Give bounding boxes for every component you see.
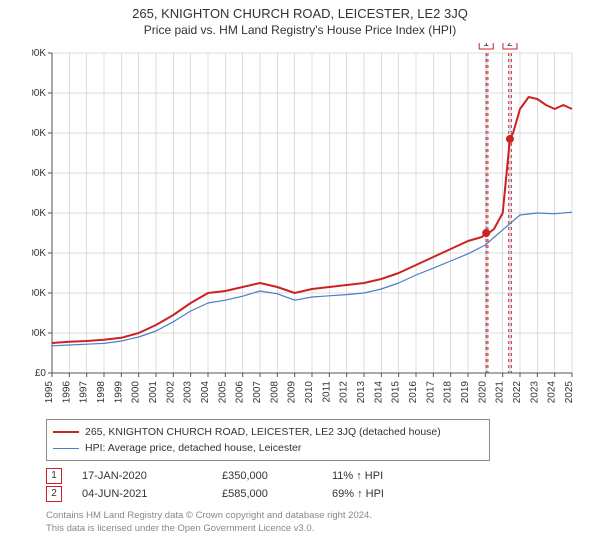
svg-text:2025: 2025: [564, 381, 575, 404]
svg-text:2003: 2003: [183, 381, 194, 404]
transaction-price: £350,000: [222, 470, 332, 482]
svg-text:1998: 1998: [96, 381, 107, 404]
transaction-marker-icon: 2: [46, 486, 62, 502]
transaction-date: 17-JAN-2020: [82, 470, 222, 482]
svg-text:£600K: £600K: [32, 128, 46, 139]
transaction-row: 2 04-JUN-2021£585,00069% ↑ HPI: [46, 485, 600, 503]
svg-text:£300K: £300K: [32, 248, 46, 259]
footnote-line: Contains HM Land Registry data © Crown c…: [46, 509, 600, 522]
legend-swatch: [53, 448, 79, 449]
svg-text:£0: £0: [35, 368, 47, 379]
chart-title: 265, KNIGHTON CHURCH ROAD, LEICESTER, LE…: [0, 6, 600, 21]
footnote-line: This data is licensed under the Open Gov…: [46, 522, 600, 535]
svg-text:£400K: £400K: [32, 208, 46, 219]
svg-text:2004: 2004: [200, 381, 211, 404]
svg-text:2009: 2009: [287, 381, 298, 404]
svg-text:2006: 2006: [235, 381, 246, 404]
svg-text:2019: 2019: [460, 381, 471, 404]
svg-text:2023: 2023: [529, 381, 540, 404]
svg-text:1999: 1999: [113, 381, 124, 404]
svg-text:2013: 2013: [356, 381, 367, 404]
svg-text:2012: 2012: [339, 381, 350, 404]
legend-label: HPI: Average price, detached house, Leic…: [85, 440, 301, 456]
svg-text:2017: 2017: [425, 381, 436, 404]
chart-legend: 265, KNIGHTON CHURCH ROAD, LEICESTER, LE…: [46, 419, 490, 461]
chart-subtitle: Price paid vs. HM Land Registry's House …: [0, 23, 600, 37]
svg-text:2024: 2024: [547, 381, 558, 404]
svg-text:2010: 2010: [304, 381, 315, 404]
svg-text:2020: 2020: [477, 381, 488, 404]
legend-row: 265, KNIGHTON CHURCH ROAD, LEICESTER, LE…: [53, 424, 483, 440]
svg-text:£100K: £100K: [32, 328, 46, 339]
svg-text:2002: 2002: [165, 381, 176, 404]
transaction-hpi: 69% ↑ HPI: [332, 488, 452, 500]
svg-text:2000: 2000: [131, 381, 142, 404]
svg-text:£700K: £700K: [32, 88, 46, 99]
svg-text:2014: 2014: [373, 381, 384, 404]
svg-text:£200K: £200K: [32, 288, 46, 299]
svg-text:2001: 2001: [148, 381, 159, 404]
svg-text:2007: 2007: [252, 381, 263, 404]
transaction-table: 1 17-JAN-2020£350,00011% ↑ HPI 2 04-JUN-202…: [46, 467, 600, 503]
svg-text:1996: 1996: [61, 381, 72, 404]
legend-label: 265, KNIGHTON CHURCH ROAD, LEICESTER, LE…: [85, 424, 441, 440]
chart-title-area: 265, KNIGHTON CHURCH ROAD, LEICESTER, LE…: [0, 0, 600, 37]
line-chart: £0 £100K £200K £300K £400K £500K £600K £700K £80…: [32, 43, 592, 413]
legend-swatch: [53, 431, 79, 433]
svg-text:2018: 2018: [443, 381, 454, 404]
transaction-row: 1 17-JAN-2020£350,00011% ↑ HPI: [46, 467, 600, 485]
svg-text:2008: 2008: [269, 381, 280, 404]
svg-text:2021: 2021: [495, 381, 506, 404]
svg-text:2016: 2016: [408, 381, 419, 404]
transaction-date: 04-JUN-2021: [82, 488, 222, 500]
legend-row: HPI: Average price, detached house, Leic…: [53, 440, 483, 456]
transaction-price: £585,000: [222, 488, 332, 500]
svg-text:2015: 2015: [391, 381, 402, 404]
svg-text:2005: 2005: [217, 381, 228, 404]
svg-text:2022: 2022: [512, 381, 523, 404]
svg-text:£500K: £500K: [32, 168, 46, 179]
footnote: Contains HM Land Registry data © Crown c…: [46, 509, 600, 535]
svg-text:1997: 1997: [79, 381, 90, 404]
svg-text:£800K: £800K: [32, 48, 46, 59]
chart-container: £0 £100K £200K £300K £400K £500K £600K £700K £80…: [32, 43, 592, 413]
transaction-marker-icon: 1: [46, 468, 62, 484]
svg-text:1995: 1995: [44, 381, 55, 404]
transaction-hpi: 11% ↑ HPI: [332, 470, 452, 482]
svg-text:2: 2: [507, 43, 513, 49]
svg-text:2011: 2011: [321, 381, 332, 403]
svg-text:1: 1: [483, 43, 489, 49]
